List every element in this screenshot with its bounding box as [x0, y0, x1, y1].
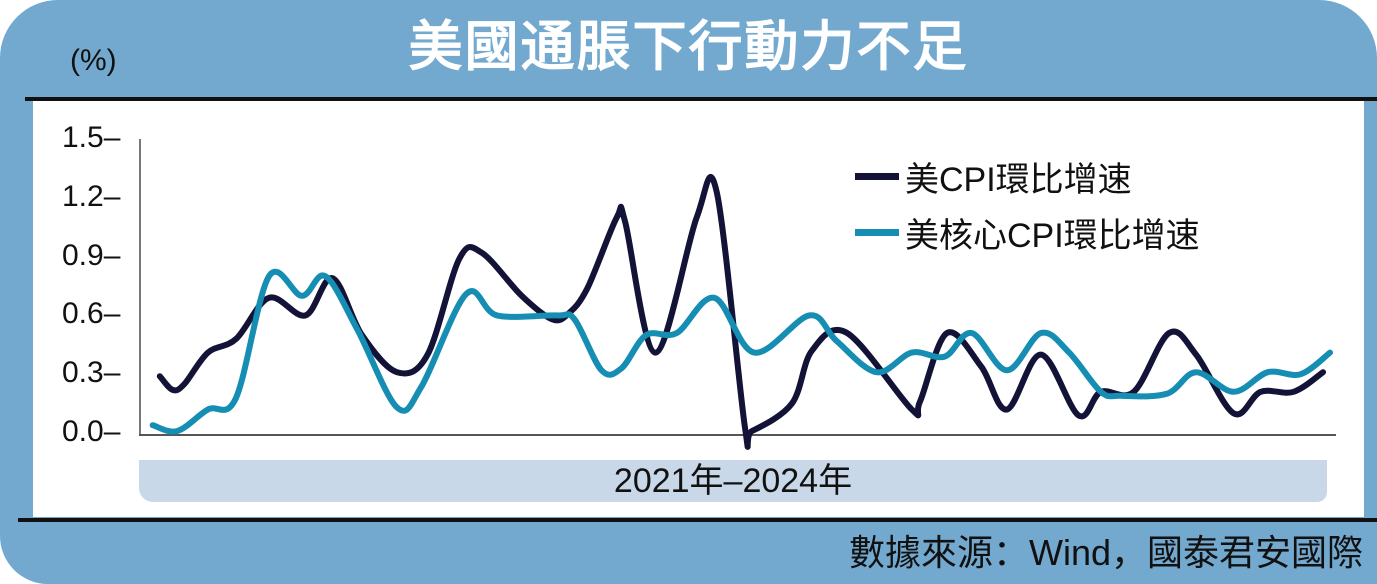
- top-divider: [25, 97, 1377, 101]
- x-axis-label: 2021年–2024年: [613, 462, 853, 500]
- chart-title: 美國通脹下行動力不足: [408, 15, 969, 78]
- legend-item-core-cpi: 美核心CPI環比增速: [855, 204, 1200, 260]
- legend: 美CPI環比增速 美核心CPI環比增速: [855, 148, 1200, 260]
- series-line-cpi: [156, 173, 1326, 450]
- bottom-divider: [18, 518, 1377, 522]
- x-axis-band: [139, 460, 1327, 502]
- y-tick-label: 0.9–: [62, 238, 121, 272]
- legend-swatch-core-cpi: [855, 228, 899, 236]
- legend-swatch-cpi: [855, 172, 899, 180]
- y-tick-label: 0.0–: [62, 415, 121, 448]
- series-line-core-cpi: [149, 268, 1333, 435]
- legend-item-cpi: 美CPI環比增速: [855, 148, 1200, 204]
- legend-label-cpi: 美CPI環比增速: [905, 160, 1132, 199]
- data-source: 數據來源：Wind，國泰君安國際: [848, 532, 1363, 573]
- y-tick-label: 1.5–: [62, 121, 121, 154]
- y-axis-unit: (%): [70, 44, 117, 77]
- y-tick-label: 1.2–: [62, 179, 121, 213]
- y-tick-label: 0.3–: [62, 356, 121, 390]
- legend-label-core-cpi: 美核心CPI環比增速: [905, 216, 1200, 255]
- y-tick-label: 0.6–: [62, 297, 121, 331]
